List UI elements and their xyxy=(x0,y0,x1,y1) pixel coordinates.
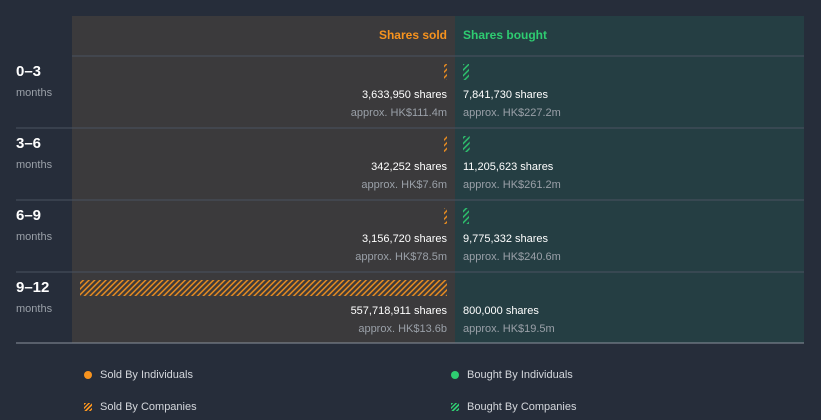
legend-label: Bought By Individuals xyxy=(467,369,573,381)
period-unit: months xyxy=(16,231,53,243)
legend-label: Sold By Companies xyxy=(100,401,197,413)
bought-shares-label: 11,205,623 shares xyxy=(463,161,554,173)
period-label: 9–12 xyxy=(16,279,49,296)
sold-shares-label: 557,718,911 shares xyxy=(351,305,448,317)
bought-shares-label: 9,775,332 shares xyxy=(463,233,549,245)
bought-bar xyxy=(463,208,469,224)
bought-value-label: approx. HK$19.5m xyxy=(463,323,555,335)
bought-shares-label: 7,841,730 shares xyxy=(463,89,549,101)
bought-value-label: approx. HK$227.2m xyxy=(463,107,561,119)
sold-value-label: approx. HK$111.4m xyxy=(351,107,447,119)
period-label: 6–9 xyxy=(16,207,41,224)
sold-bar xyxy=(444,64,447,80)
period-unit: months xyxy=(16,87,53,99)
legend-sold-companies: Sold By Companies xyxy=(84,401,197,413)
period-label: 3–6 xyxy=(16,135,41,152)
bought-bar xyxy=(463,64,469,80)
sold-bar xyxy=(444,208,447,224)
bought-panel xyxy=(455,16,804,343)
bought-bar xyxy=(463,136,470,152)
sold-shares-label: 3,633,950 shares xyxy=(362,89,448,101)
period-unit: months xyxy=(16,303,53,315)
legend-hatch-icon xyxy=(84,403,92,411)
period-label: 0–3 xyxy=(16,63,41,80)
bought-value-label: approx. HK$240.6m xyxy=(463,251,561,263)
legend-sold-individuals: Sold By Individuals xyxy=(84,369,193,381)
sold-bar xyxy=(80,280,447,296)
sold-shares-label: 3,156,720 shares xyxy=(362,233,448,245)
legend-dot-icon xyxy=(451,371,459,379)
legend-bought-companies: Bought By Companies xyxy=(451,401,576,413)
sold-bar xyxy=(444,136,447,152)
bought-shares-label: 800,000 shares xyxy=(463,305,539,317)
header-shares-bought: Shares bought xyxy=(463,28,547,42)
header-shares-sold: Shares sold xyxy=(379,28,447,42)
sold-value-label: approx. HK$13.6b xyxy=(358,323,447,335)
legend-label: Sold By Individuals xyxy=(100,369,193,381)
sold-value-label: approx. HK$78.5m xyxy=(355,251,447,263)
legend-label: Bought By Companies xyxy=(467,401,577,413)
legend-dot-icon xyxy=(84,371,92,379)
legend-bought-individuals: Bought By Individuals xyxy=(451,369,573,381)
legend-hatch-icon xyxy=(451,403,459,411)
bought-value-label: approx. HK$261.2m xyxy=(463,179,561,191)
period-unit: months xyxy=(16,159,53,171)
sold-shares-label: 342,252 shares xyxy=(371,161,447,173)
sold-value-label: approx. HK$7.6m xyxy=(361,179,447,191)
